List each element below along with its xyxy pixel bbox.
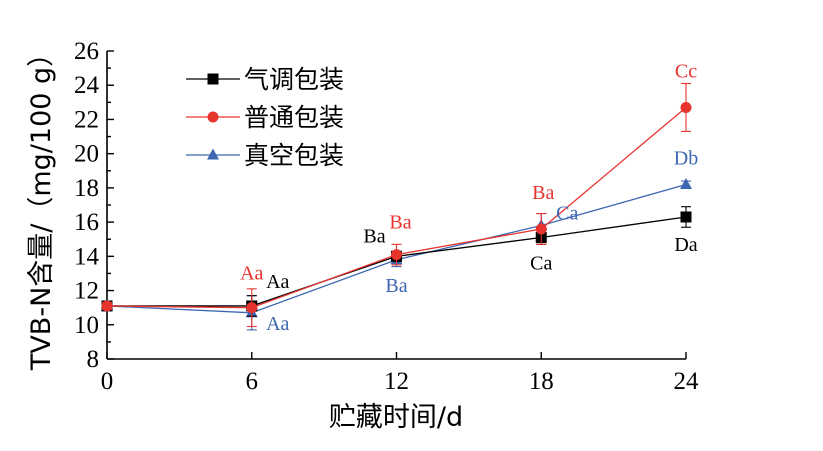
y-tick-label-6: 20 bbox=[74, 141, 99, 168]
point-1-2 bbox=[391, 249, 402, 261]
y-tick-label-1: 10 bbox=[74, 312, 99, 339]
y-tick-label-5: 18 bbox=[74, 175, 99, 202]
sig-label-0-1: Aa bbox=[266, 271, 289, 293]
y-tick-label-4: 16 bbox=[74, 209, 99, 236]
y-axis-title: TVB-N含量/（mg/100 g） bbox=[26, 40, 57, 371]
sig-label-1-4: Cc bbox=[675, 60, 697, 82]
y-ticks: 8 10 12 14 16 18 20 22 24 26 bbox=[74, 38, 114, 373]
sig-label-0-3: Ca bbox=[530, 253, 552, 275]
legend-label-1: 普通包装 bbox=[244, 103, 344, 132]
x-ticks: 0 6 12 18 24 bbox=[101, 352, 699, 395]
point-0-4 bbox=[680, 211, 692, 223]
x-tick-label-1: 6 bbox=[246, 368, 259, 395]
legend-marker-1 bbox=[207, 111, 219, 123]
x-tick-label-2: 12 bbox=[384, 368, 409, 395]
point-2-4 bbox=[680, 177, 692, 189]
sig-label-2-1: Aa bbox=[266, 313, 289, 335]
sig-label-0-2: Ba bbox=[363, 225, 385, 247]
point-1-0 bbox=[101, 300, 113, 312]
point-1-3 bbox=[535, 223, 547, 235]
series-layer bbox=[101, 82, 692, 331]
sig-label-1-2: Ba bbox=[389, 212, 411, 234]
y-tick-label-0: 8 bbox=[87, 346, 100, 373]
y-tick-label-2: 12 bbox=[74, 278, 99, 305]
sig-label-2-2: Ba bbox=[385, 275, 407, 297]
axes bbox=[106, 51, 686, 360]
legend-marker-2 bbox=[207, 148, 219, 160]
x-axis-title: 贮藏时间/d bbox=[329, 402, 463, 433]
legend-label-0: 气调包装 bbox=[244, 65, 344, 94]
sig-label-1-1: Aa bbox=[240, 263, 263, 285]
sig-label-2-3: Ca bbox=[556, 203, 578, 225]
y-tick-label-7: 22 bbox=[74, 106, 99, 133]
y-tick-label-9: 26 bbox=[74, 38, 99, 65]
x-tick-label-0: 0 bbox=[101, 368, 114, 395]
legend-label-2: 真空包装 bbox=[244, 141, 344, 170]
point-1-1 bbox=[246, 302, 258, 314]
point-1-4 bbox=[680, 101, 692, 113]
sig-label-2-4: Db bbox=[674, 147, 698, 169]
sig-label-0-4: Da bbox=[674, 234, 697, 256]
x-tick-label-4: 24 bbox=[674, 368, 700, 395]
y-tick-label-3: 14 bbox=[74, 243, 100, 270]
x-tick-label-3: 18 bbox=[529, 368, 554, 395]
y-tick-label-8: 24 bbox=[74, 72, 100, 99]
series-1 bbox=[101, 82, 692, 328]
legend-marker-0 bbox=[207, 73, 219, 85]
sig-label-1-3: Ba bbox=[532, 182, 554, 204]
